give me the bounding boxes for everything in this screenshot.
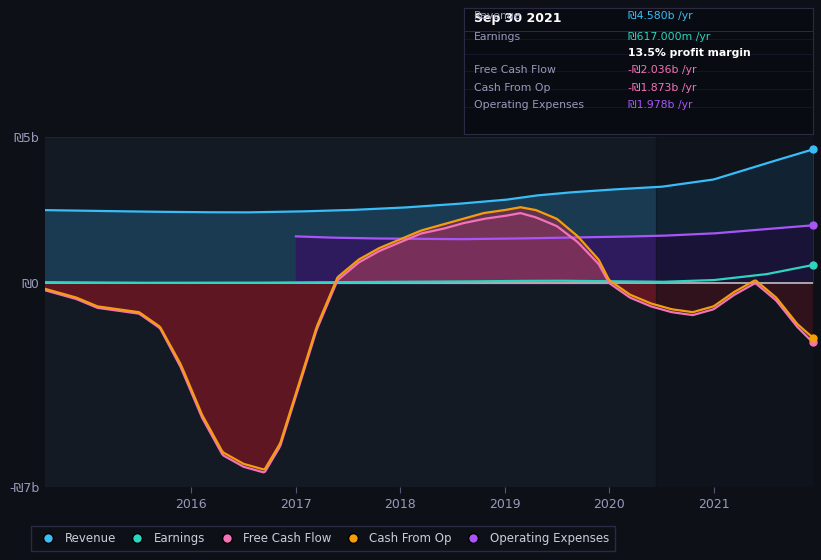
Text: 13.5% profit margin: 13.5% profit margin	[628, 48, 750, 58]
Legend: Revenue, Earnings, Free Cash Flow, Cash From Op, Operating Expenses: Revenue, Earnings, Free Cash Flow, Cash …	[30, 526, 615, 551]
Text: -₪1.873b /yr: -₪1.873b /yr	[628, 83, 696, 93]
Text: Earnings: Earnings	[475, 32, 521, 43]
Text: ₪4.580b /yr: ₪4.580b /yr	[628, 11, 692, 21]
Text: -₪2.036b /yr: -₪2.036b /yr	[628, 65, 696, 75]
Text: ₪617.000m /yr: ₪617.000m /yr	[628, 32, 710, 43]
Text: Free Cash Flow: Free Cash Flow	[475, 65, 556, 75]
Text: Cash From Op: Cash From Op	[475, 83, 551, 93]
Text: ₪1.978b /yr: ₪1.978b /yr	[628, 100, 692, 110]
Text: Operating Expenses: Operating Expenses	[475, 100, 585, 110]
Text: Sep 30 2021: Sep 30 2021	[475, 12, 562, 25]
Text: Revenue: Revenue	[475, 11, 522, 21]
Bar	[656, 137, 813, 487]
